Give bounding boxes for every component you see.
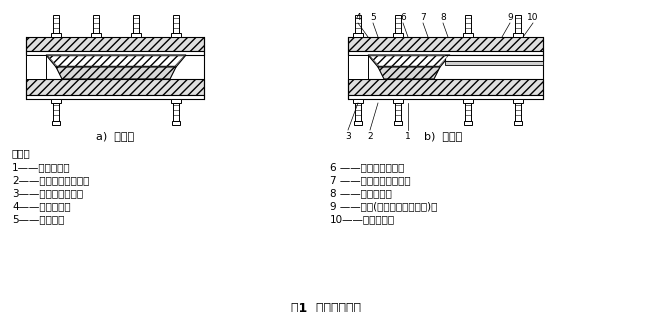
Bar bbox=[51, 33, 61, 37]
Bar bbox=[131, 33, 141, 37]
Polygon shape bbox=[370, 56, 448, 66]
Bar bbox=[348, 51, 543, 55]
Bar bbox=[26, 55, 46, 79]
Text: 1——下支座板；: 1——下支座板； bbox=[12, 162, 71, 172]
Bar bbox=[355, 15, 361, 33]
Text: 10: 10 bbox=[527, 13, 539, 22]
Bar bbox=[465, 15, 471, 33]
Text: 8: 8 bbox=[440, 13, 446, 22]
Bar bbox=[52, 121, 60, 125]
Text: 5: 5 bbox=[370, 13, 376, 22]
Polygon shape bbox=[368, 55, 450, 67]
Bar bbox=[173, 103, 179, 121]
Bar bbox=[514, 121, 522, 125]
Bar bbox=[172, 121, 180, 125]
Bar bbox=[513, 99, 523, 103]
Text: 7: 7 bbox=[420, 13, 426, 22]
Polygon shape bbox=[378, 67, 440, 79]
Bar bbox=[515, 15, 521, 33]
Text: 4: 4 bbox=[355, 13, 361, 22]
Text: 10——防尘围板。: 10——防尘围板。 bbox=[330, 214, 395, 224]
Bar bbox=[393, 33, 403, 37]
Text: 9 ——锚栓(螺栓、套筒和螺杆)；: 9 ——锚栓(螺栓、套筒和螺杆)； bbox=[330, 201, 438, 211]
Polygon shape bbox=[48, 56, 184, 66]
Text: 7 ——平面非金属滑板；: 7 ——平面非金属滑板； bbox=[330, 175, 411, 185]
Bar bbox=[464, 121, 472, 125]
Bar bbox=[171, 99, 181, 103]
Bar bbox=[26, 95, 204, 99]
Bar bbox=[348, 37, 543, 51]
Bar bbox=[173, 15, 179, 33]
Bar bbox=[348, 55, 368, 79]
Text: 6 ——平面不锈钢板；: 6 ——平面不锈钢板； bbox=[330, 162, 404, 172]
Bar bbox=[515, 103, 521, 121]
Bar bbox=[171, 33, 181, 37]
Bar bbox=[91, 33, 101, 37]
Bar bbox=[348, 95, 543, 99]
Bar bbox=[26, 51, 204, 55]
Bar bbox=[463, 99, 473, 103]
Bar bbox=[445, 61, 543, 65]
Bar bbox=[51, 99, 61, 103]
Bar bbox=[354, 121, 362, 125]
Bar bbox=[53, 103, 59, 121]
Text: 8 ——球冠衬板；: 8 ——球冠衬板； bbox=[330, 188, 392, 198]
Bar bbox=[513, 33, 523, 37]
Bar bbox=[26, 37, 204, 51]
Text: 2——球面非金属滑板；: 2——球面非金属滑板； bbox=[12, 175, 89, 185]
Bar bbox=[463, 33, 473, 37]
Text: 说明：: 说明： bbox=[12, 148, 31, 158]
Polygon shape bbox=[56, 67, 176, 79]
Bar bbox=[395, 15, 401, 33]
Bar bbox=[445, 55, 543, 61]
Bar bbox=[348, 79, 543, 95]
Text: 4——上支座板；: 4——上支座板； bbox=[12, 201, 71, 211]
Text: a)  纵桥向: a) 纵桥向 bbox=[96, 131, 134, 141]
Bar bbox=[394, 121, 402, 125]
Text: 9: 9 bbox=[507, 13, 513, 22]
Bar bbox=[393, 99, 403, 103]
Bar bbox=[353, 33, 363, 37]
Text: 2: 2 bbox=[367, 132, 373, 141]
Bar bbox=[133, 15, 139, 33]
Bar bbox=[355, 103, 361, 121]
Bar bbox=[395, 103, 401, 121]
Bar bbox=[53, 15, 59, 33]
Text: 1: 1 bbox=[405, 132, 411, 141]
Bar bbox=[465, 103, 471, 121]
Text: 3: 3 bbox=[345, 132, 351, 141]
Text: 图1  多向活动支座: 图1 多向活动支座 bbox=[291, 302, 361, 312]
Bar bbox=[26, 79, 204, 95]
Text: 5——密封环；: 5——密封环； bbox=[12, 214, 65, 224]
Bar bbox=[353, 99, 363, 103]
Text: 3——球面不锈钢板；: 3——球面不锈钢板； bbox=[12, 188, 83, 198]
Text: 6: 6 bbox=[400, 13, 406, 22]
Text: b)  横桥向: b) 横桥向 bbox=[424, 131, 462, 141]
Bar bbox=[93, 15, 99, 33]
Polygon shape bbox=[46, 55, 186, 67]
